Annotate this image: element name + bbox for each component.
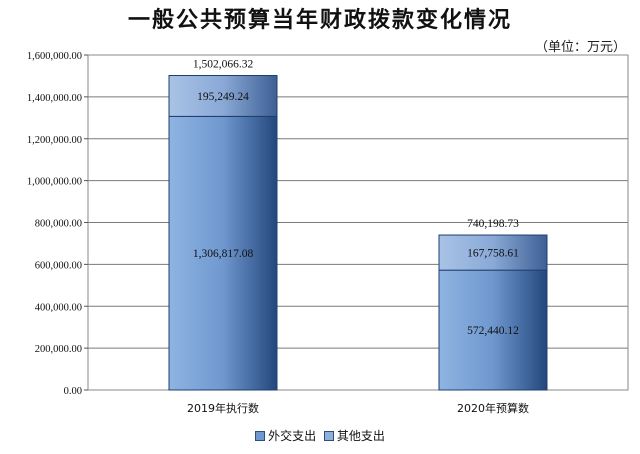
bar-segment — [438, 234, 548, 271]
y-tick-label: 1,600,000.00 — [27, 51, 82, 62]
category-label: 2020年预算数 — [457, 401, 529, 415]
y-tick-label: 200,000.00 — [35, 344, 82, 355]
y-tick-label: 1,000,000.00 — [27, 177, 82, 188]
bar-segment — [168, 115, 278, 391]
y-tick-label: 1,200,000.00 — [27, 135, 82, 146]
axes — [84, 54, 629, 391]
data-label: 195,249.24 — [197, 91, 249, 103]
legend: 外交支出 其他支出 — [0, 427, 640, 444]
y-tick-label: 0.00 — [64, 386, 82, 397]
labels: 0.00 200,000.00 400,000.00 600,000.00 800,00… — [27, 51, 529, 415]
legend-swatch-1 — [323, 430, 334, 441]
y-tick-label: 400,000.00 — [35, 302, 82, 313]
bars — [168, 75, 548, 391]
bar-segment — [438, 269, 548, 391]
data-label: 167,758.61 — [467, 248, 519, 260]
chart-title: 一般公共预算当年财政拨款变化情况 — [127, 8, 512, 33]
legend-label-0: 外交支出 — [268, 429, 317, 443]
y-tick-label: 600,000.00 — [35, 260, 82, 271]
legend-swatch-0 — [255, 430, 266, 441]
category-label: 2019年执行数 — [187, 401, 259, 415]
legend-item-0: 外交支出 — [255, 427, 316, 444]
total-label: 740,198.73 — [467, 218, 519, 230]
bar-segment — [168, 75, 278, 117]
legend-label-1: 其他支出 — [336, 429, 385, 443]
legend-item-1: 其他支出 — [323, 427, 385, 444]
data-label: 572,440.12 — [467, 325, 519, 337]
data-label: 1,306,817.08 — [193, 248, 254, 260]
chart-unit: （单位：万元） — [534, 40, 626, 55]
y-tick-label: 1,400,000.00 — [27, 93, 82, 104]
total-label: 1,502,066.32 — [193, 59, 254, 71]
y-tick-label: 800,000.00 — [35, 219, 82, 230]
